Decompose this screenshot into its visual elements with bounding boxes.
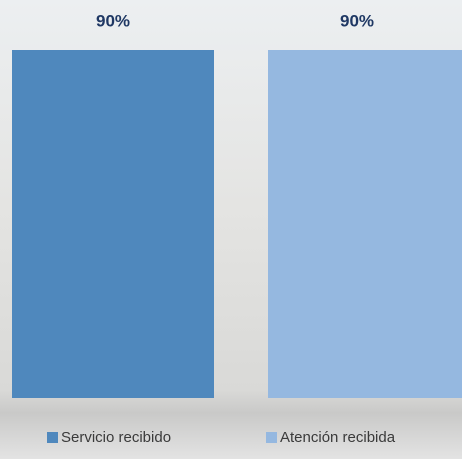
legend-label: Servicio recibido xyxy=(61,429,171,446)
bar xyxy=(12,50,214,398)
legend-label: Atención recibida xyxy=(280,429,396,446)
value-label: 90% xyxy=(96,11,130,30)
chart: 90% Servicio recibido 90% Atención recibida xyxy=(0,0,462,459)
legend-swatch xyxy=(266,432,277,443)
page: {"chart_data": {"type": "bar", "categori… xyxy=(0,0,462,459)
bar xyxy=(268,50,462,398)
legend-swatch xyxy=(47,432,58,443)
value-label: 90% xyxy=(340,11,374,30)
